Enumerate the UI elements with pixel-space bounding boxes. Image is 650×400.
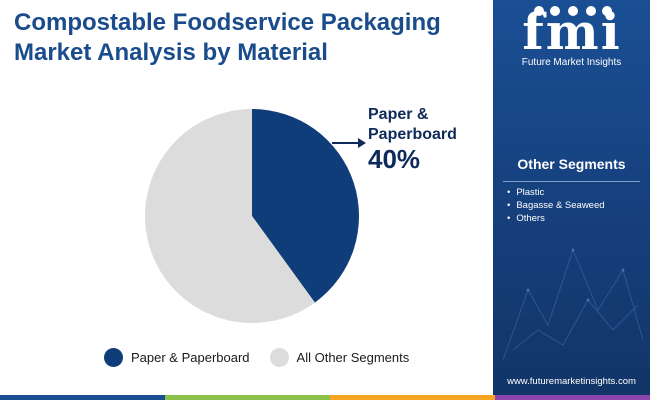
other-segments-list: Plastic Bagasse & Seaweed Others bbox=[507, 186, 605, 225]
chart-panel: Compostable Foodservice Packaging Market… bbox=[14, 9, 457, 367]
sidebar: fmi Future Market Insights Other Segment… bbox=[493, 0, 650, 395]
legend-swatch-other bbox=[269, 348, 289, 367]
segment-item: Others bbox=[507, 212, 605, 225]
sidebar-decoration bbox=[502, 248, 644, 361]
logo-dots-icon bbox=[534, 6, 612, 16]
segments-divider bbox=[503, 181, 640, 182]
pie-slice-paper-paperboard bbox=[252, 109, 359, 303]
legend-label-other: All Other Segments bbox=[296, 350, 410, 365]
legend-item-other: All Other Segments bbox=[269, 348, 410, 367]
segment-item: Plastic bbox=[507, 186, 605, 199]
logo-subtitle: Future Market Insights bbox=[521, 57, 622, 68]
other-segments-heading: Other Segments bbox=[517, 156, 626, 172]
callout-value: 40% bbox=[368, 144, 421, 174]
website-url[interactable]: www.futuremarketinsights.com bbox=[507, 376, 636, 387]
pie-slice-all-other-segments bbox=[144, 109, 315, 323]
bottom-bar-segment bbox=[0, 395, 165, 400]
pie-chart bbox=[144, 109, 366, 323]
bottom-bar-segment bbox=[165, 395, 330, 400]
logo-mark: fmi bbox=[522, 2, 622, 61]
bottom-bar-segment bbox=[330, 395, 495, 400]
legend-label-paper: Paper & Paperboard bbox=[131, 350, 250, 365]
chart-title: Compostable Foodservice Packaging Market… bbox=[14, 9, 441, 66]
chart-legend: Paper & Paperboard All Other Segments bbox=[104, 348, 429, 367]
callout-label: Paper & Paperboard bbox=[368, 106, 457, 143]
legend-swatch-paper bbox=[104, 348, 123, 367]
legend-item-paper: Paper & Paperboard bbox=[104, 348, 250, 367]
callout-arrow bbox=[358, 138, 366, 148]
fmi-logo: fmi Future Market Insights bbox=[493, 0, 650, 76]
bottom-color-bar bbox=[0, 395, 650, 400]
bottom-bar-segment bbox=[495, 395, 650, 400]
segment-item: Bagasse & Seaweed bbox=[507, 199, 604, 212]
